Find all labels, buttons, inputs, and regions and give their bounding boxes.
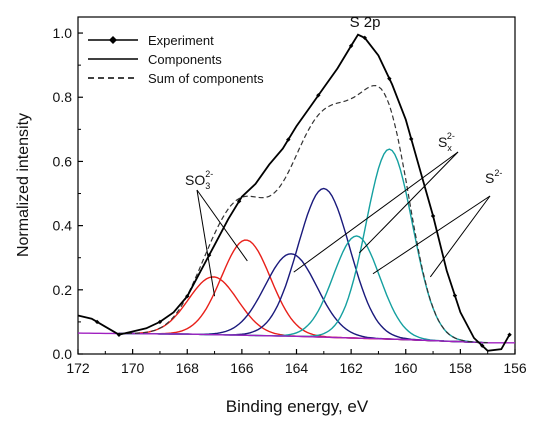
- legend-sum-label: Sum of components: [148, 71, 264, 86]
- experiment-point-16: [507, 332, 512, 337]
- y-tick-label: 0.6: [53, 153, 73, 169]
- x-tick-label: 162: [339, 360, 363, 376]
- y-tick-label: 0.2: [53, 282, 73, 298]
- annotation-leader-3-1: [372, 195, 491, 275]
- experiment-point-13: [430, 213, 436, 219]
- experiment-point-11: [387, 76, 392, 81]
- x-tick-label: 170: [121, 360, 145, 376]
- annotation-leader-1-2: [196, 189, 248, 262]
- experiment-point-10: [362, 35, 367, 41]
- y-tick-label: 1.0: [53, 25, 73, 41]
- annotation-leader-3-2: [429, 195, 491, 278]
- experiment-point-12: [409, 136, 414, 142]
- annotation-label-1: SO32-: [185, 169, 213, 191]
- legend-components-label: Components: [148, 52, 222, 67]
- y-tick-label: 0.4: [53, 218, 73, 234]
- experiment-point-9: [348, 43, 354, 49]
- component-peak-5: [119, 235, 488, 344]
- x-tick-label: 164: [285, 360, 309, 376]
- components-layer: [77, 148, 515, 344]
- experiment-point-4: [185, 294, 190, 299]
- legend: Experiment Components Sum of components: [88, 33, 264, 86]
- experiment-point-14: [452, 293, 458, 298]
- experiment-point-15: [480, 343, 485, 348]
- y-tick-label: 0.8: [53, 89, 73, 105]
- x-tick-label: 156: [503, 360, 527, 376]
- annotation-layer: SO32- Sx2- S2-: [185, 131, 502, 297]
- experiment-point-6: [236, 199, 242, 204]
- experiment-point-3: [157, 319, 163, 325]
- plot-frame: [77, 16, 516, 355]
- component-peak-2: [119, 239, 488, 344]
- x-tick-label: 172: [66, 360, 90, 376]
- annotation-leader-2-2: [358, 151, 459, 254]
- ticks-layer: 172 170 168 166 164 162 160 158 156 0.0 0.2 0.4 0.6 0…: [53, 25, 527, 376]
- legend-experiment-marker: [109, 36, 117, 44]
- y-axis-label: Normalized intensity: [15, 113, 32, 257]
- experiment-point-2: [116, 332, 122, 337]
- x-tick-label: 168: [176, 360, 200, 376]
- baseline-line: [77, 332, 515, 344]
- annotation-label-2: Sx2-: [438, 131, 455, 153]
- annotation-leader-2-1: [293, 151, 459, 273]
- x-tick-label: 160: [394, 360, 418, 376]
- experiment-line: [77, 33, 511, 352]
- x-tick-label: 158: [449, 360, 473, 376]
- x-tick-label: 166: [230, 360, 254, 376]
- experiment-point-1: [94, 319, 100, 325]
- annotation-label-3: S2-: [485, 168, 502, 186]
- legend-experiment-label: Experiment: [148, 33, 214, 48]
- experiment-point-7: [286, 137, 291, 142]
- experiment-point-8: [316, 93, 321, 98]
- chart-title: S 2p: [350, 14, 381, 31]
- annotation-leader-1-1: [196, 189, 216, 297]
- x-axis-label: Binding energy, eV: [226, 397, 369, 416]
- y-tick-label: 0.0: [53, 346, 73, 362]
- experiment-layer: [77, 33, 512, 352]
